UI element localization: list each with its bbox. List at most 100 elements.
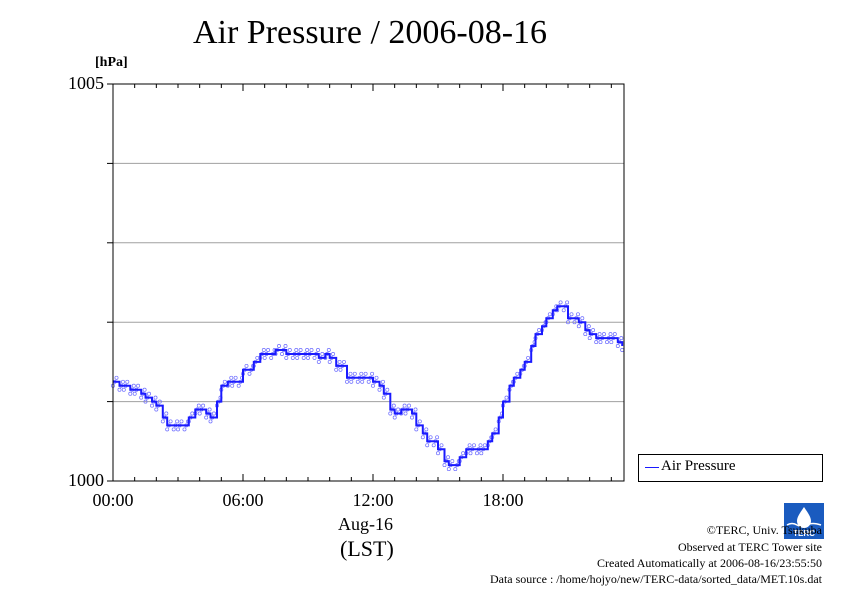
x-tick-label-3: 18:00 — [482, 490, 524, 510]
data-point — [284, 355, 289, 360]
data-point — [586, 324, 591, 329]
data-point — [171, 427, 176, 432]
footer-observed: Observed at TERC Tower site — [677, 540, 822, 554]
data-point — [381, 395, 386, 400]
data-point — [450, 459, 455, 464]
data-point — [374, 375, 379, 380]
data-point — [385, 387, 390, 392]
x-tick-label-0: 00:00 — [92, 490, 134, 510]
data-point — [587, 336, 592, 341]
data-point — [410, 415, 414, 420]
data-point — [413, 407, 418, 412]
data-point — [233, 375, 238, 380]
data-point — [121, 387, 126, 392]
data-point — [428, 435, 433, 440]
data-point — [287, 348, 292, 352]
data-point — [366, 379, 371, 384]
data-point — [479, 451, 484, 456]
data-point — [132, 391, 137, 396]
data-point — [468, 451, 473, 456]
data-point — [154, 407, 159, 412]
data-point — [244, 363, 249, 368]
data-point — [114, 375, 119, 380]
data-point — [117, 387, 122, 392]
data-point — [320, 352, 325, 356]
data-point — [143, 399, 148, 404]
x-tick-label-1: 06:00 — [222, 490, 264, 510]
plot-frame — [112, 83, 625, 482]
data-point — [388, 411, 393, 416]
data-point — [526, 355, 531, 360]
data-point — [442, 463, 447, 468]
data-point — [461, 451, 466, 456]
data-point — [182, 427, 187, 432]
data-point — [298, 348, 303, 352]
data-point — [290, 355, 295, 360]
data-point — [331, 352, 336, 356]
data-point — [597, 332, 602, 337]
data-point — [212, 411, 216, 416]
footer-copyright: ©TERC, Univ. Tsukuba — [706, 523, 822, 537]
data-point — [176, 427, 180, 432]
legend: Air Pressure — [638, 454, 823, 482]
data-point — [605, 340, 609, 345]
data-point — [306, 355, 310, 360]
series-line-air-pressure — [113, 305, 624, 467]
data-point — [316, 359, 321, 364]
data-point — [309, 348, 314, 352]
data-point — [208, 419, 213, 424]
footer-source: Data source : /home/hojyo/new/TERC-data/… — [489, 572, 822, 586]
data-point — [147, 391, 151, 396]
data-point — [407, 403, 411, 408]
data-point — [262, 355, 267, 360]
data-point — [561, 308, 566, 313]
legend-line-swatch — [645, 467, 659, 468]
data-point — [168, 419, 173, 424]
data-point — [261, 348, 266, 352]
data-point — [363, 371, 368, 376]
data-point — [602, 332, 606, 337]
data-point — [207, 407, 212, 412]
data-point — [436, 451, 440, 456]
data-point — [504, 395, 509, 400]
data-point — [425, 443, 430, 448]
data-point — [316, 348, 320, 352]
data-point — [153, 395, 158, 400]
data-point — [150, 403, 154, 408]
data-point — [619, 336, 624, 341]
data-point — [583, 332, 588, 337]
data-point — [165, 427, 170, 432]
data-point — [392, 415, 397, 420]
data-point — [431, 443, 436, 448]
data-point — [229, 375, 234, 380]
data-point — [359, 371, 364, 376]
data-point — [493, 427, 498, 432]
data-point — [355, 379, 360, 384]
data-point — [349, 379, 354, 384]
data-point — [266, 348, 271, 352]
data-point — [609, 340, 614, 345]
data-point — [136, 383, 141, 388]
data-point — [269, 355, 274, 360]
data-point — [125, 379, 130, 384]
data-point — [338, 367, 343, 372]
data-point — [360, 379, 365, 384]
data-point — [472, 443, 476, 448]
data-point — [179, 419, 184, 424]
data-point — [334, 367, 339, 372]
data-point — [594, 340, 599, 345]
data-point — [326, 348, 331, 352]
data-point — [128, 391, 133, 396]
data-point — [157, 399, 162, 404]
data-point — [197, 411, 202, 416]
y-tick-label-bottom: 1000 — [68, 470, 104, 490]
data-point — [164, 411, 169, 416]
data-point — [453, 467, 458, 472]
data-point — [201, 403, 206, 408]
data-point — [608, 332, 613, 337]
y-unit-label: [hPa] — [95, 55, 128, 70]
data-point — [420, 435, 425, 440]
data-point — [277, 344, 281, 348]
data-point — [283, 344, 288, 348]
